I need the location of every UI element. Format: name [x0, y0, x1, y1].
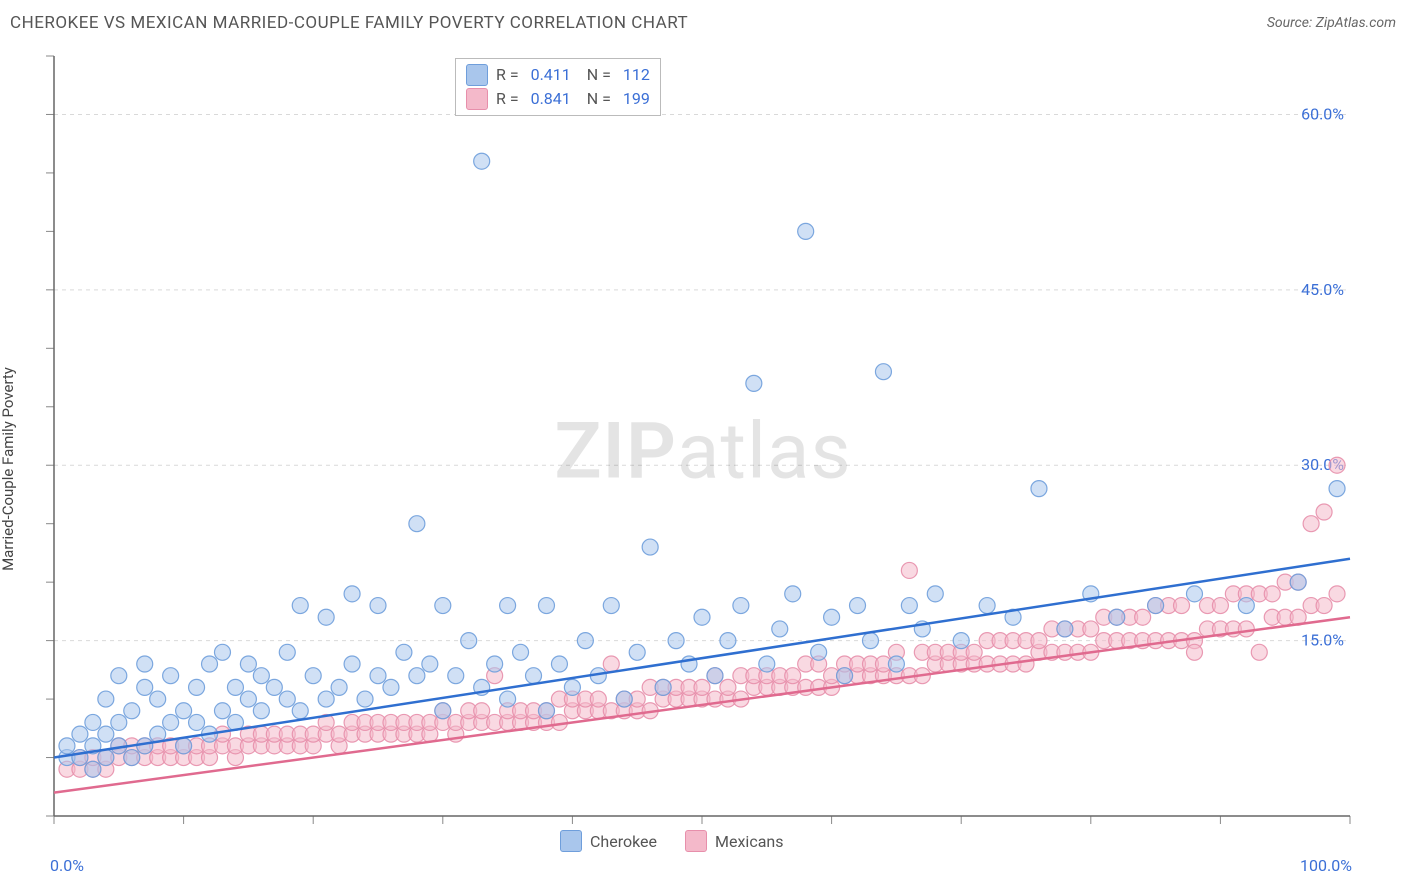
chart-title: CHEROKEE VS MEXICAN MARRIED-COUPLE FAMIL… — [10, 13, 688, 33]
legend-row-mexicans: R = 0.841 N = 199 — [466, 87, 650, 111]
legend-swatch — [466, 88, 488, 110]
x-axis-min-label: 0.0% — [50, 856, 84, 875]
source-prefix: Source: — [1267, 15, 1316, 31]
legend-n-value: 112 — [623, 63, 650, 87]
legend-n-value: 199 — [623, 87, 650, 111]
y-axis-title: Married-Couple Family Poverty — [0, 367, 17, 571]
series-name: Cherokee — [590, 832, 657, 851]
source-name: ZipAtlas.com — [1316, 15, 1396, 31]
legend-r-value: 0.841 — [531, 87, 571, 111]
series-legend-item-cherokee: Cherokee — [560, 830, 657, 852]
legend-swatch — [466, 64, 488, 86]
chart-source: Source: ZipAtlas.com — [1267, 15, 1396, 31]
legend-n-label: N = — [579, 87, 615, 111]
x-axis-max-label: 100.0% — [1300, 856, 1352, 875]
series-legend-item-mexicans: Mexicans — [685, 830, 783, 852]
y-tick-label: 15.0% — [1301, 631, 1344, 650]
legend-r-label: R = — [496, 87, 523, 111]
legend-row-cherokee: R = 0.411 N = 112 — [466, 63, 650, 87]
y-tick-label: 60.0% — [1301, 104, 1344, 123]
chart-area: Married-Couple Family Poverty ZIPatlas 1… — [0, 46, 1406, 892]
legend-n-label: N = — [579, 63, 615, 87]
legend-swatch — [685, 830, 707, 852]
y-tick-label: 45.0% — [1301, 280, 1344, 299]
legend-r-label: R = — [496, 63, 523, 87]
series-name: Mexicans — [715, 832, 783, 851]
legend-swatch — [560, 830, 582, 852]
scatter-plot: 15.0%30.0%45.0%60.0% — [0, 46, 1406, 892]
correlation-legend: R = 0.411 N = 112R = 0.841 N = 199 — [455, 58, 661, 116]
series-legend: Cherokee Mexicans — [560, 830, 783, 852]
chart-header: CHEROKEE VS MEXICAN MARRIED-COUPLE FAMIL… — [0, 0, 1406, 46]
legend-r-value: 0.411 — [531, 63, 571, 87]
